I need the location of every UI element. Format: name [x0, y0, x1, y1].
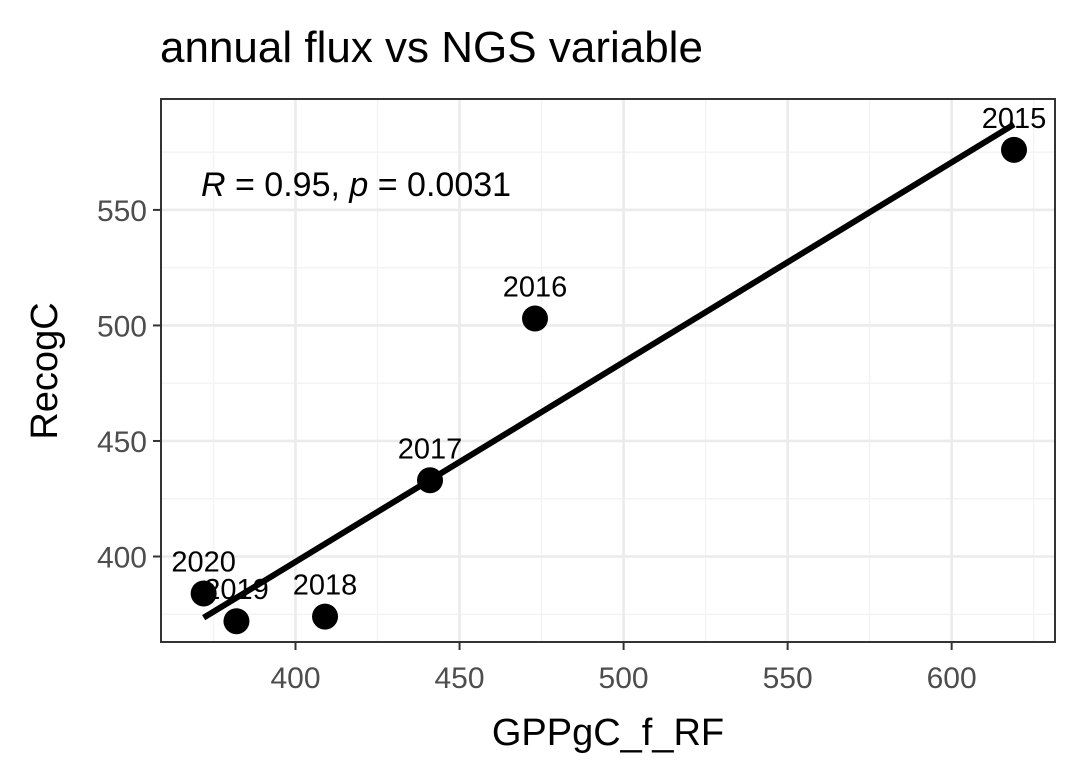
- minor-gridlines: [161, 99, 1055, 642]
- r-symbol: R: [201, 166, 226, 204]
- data-point-label: 2020: [171, 546, 236, 578]
- correlation-annotation: R = 0.95, p = 0.0031: [201, 166, 511, 204]
- p-value: = 0.0031: [368, 166, 511, 204]
- data-points: [190, 136, 1027, 635]
- data-point-label: 2016: [503, 272, 568, 304]
- plot-panel-border: [160, 98, 1056, 643]
- data-point: [417, 467, 444, 494]
- y-axis-title: RecogC: [24, 302, 66, 439]
- y-axis-ticks: 400 450 500 550: [97, 195, 161, 575]
- data-point: [223, 608, 250, 635]
- p-symbol: p: [348, 166, 368, 204]
- x-axis-ticks: 400 450 500 550 600: [270, 642, 977, 695]
- x-tick-label: 400: [270, 662, 320, 695]
- x-tick-label: 550: [763, 662, 813, 695]
- regression-line: [202, 121, 1016, 621]
- data-point: [312, 603, 339, 630]
- x-tick-label: 600: [927, 662, 977, 695]
- data-point: [1000, 136, 1027, 163]
- y-tick-label: 550: [97, 195, 147, 228]
- data-point-label: 2018: [293, 570, 358, 602]
- y-tick-label: 450: [97, 426, 147, 459]
- r-value: = 0.95,: [226, 166, 350, 204]
- y-tick-label: 400: [97, 542, 147, 575]
- data-point-label: 2017: [398, 433, 463, 465]
- x-tick-label: 450: [435, 662, 485, 695]
- chart-title: annual flux vs NGS variable: [160, 23, 703, 72]
- y-tick-label: 500: [97, 310, 147, 343]
- x-axis-title: GPPgC_f_RF: [492, 712, 724, 754]
- major-gridlines: [161, 99, 1055, 642]
- data-point: [190, 580, 217, 607]
- data-point-label: 2015: [982, 103, 1047, 135]
- data-point-label: 2019: [204, 574, 269, 606]
- data-point: [522, 305, 549, 332]
- x-tick-label: 500: [599, 662, 649, 695]
